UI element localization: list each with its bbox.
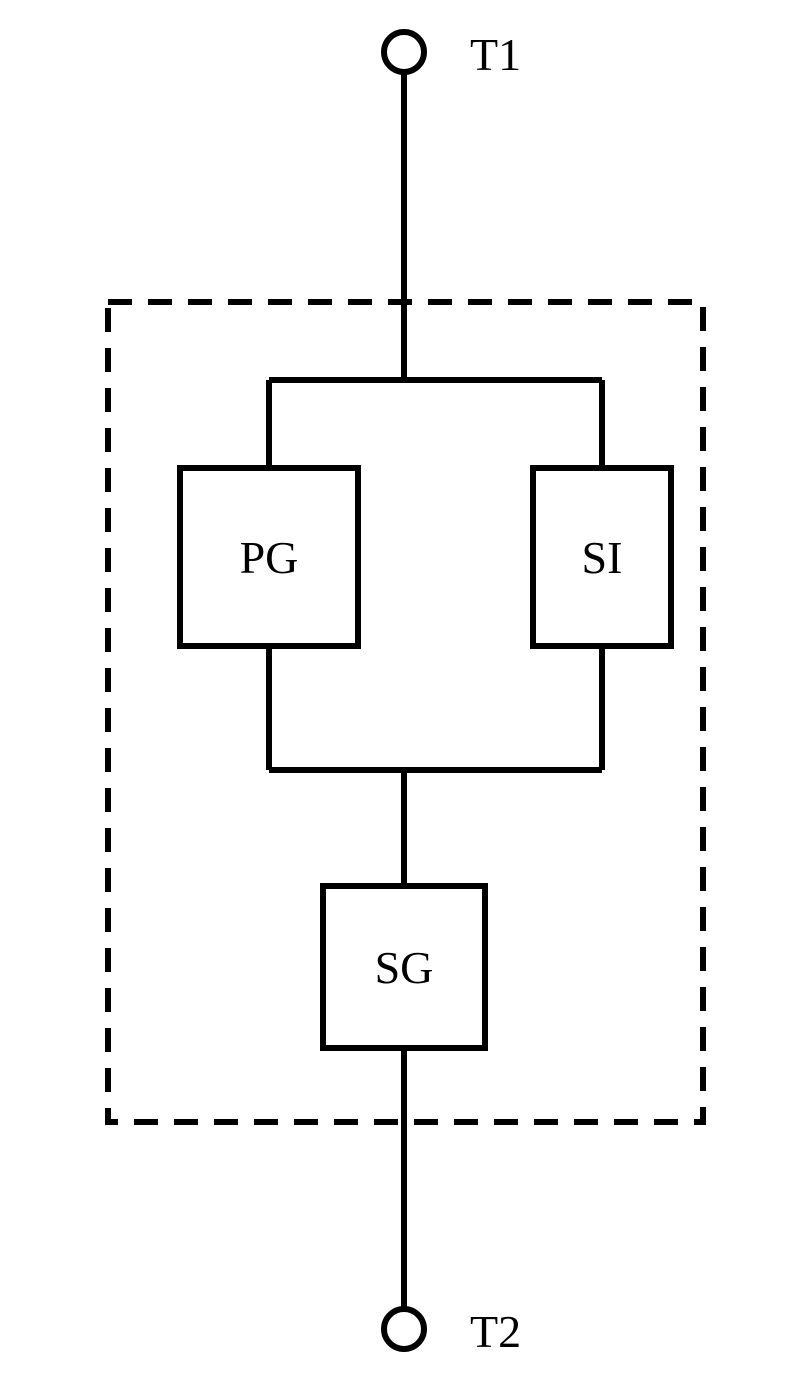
terminal-t1-label: T1 [470,29,521,80]
terminal-t1 [384,32,424,72]
terminal-t2-label: T2 [470,1306,521,1357]
block-pg-label: PG [240,532,299,583]
terminal-t2 [384,1309,424,1349]
block-sg-label: SG [375,942,434,993]
circuit-diagram: T1 PG SI SG T2 [0,0,807,1386]
block-si-label: SI [582,532,623,583]
